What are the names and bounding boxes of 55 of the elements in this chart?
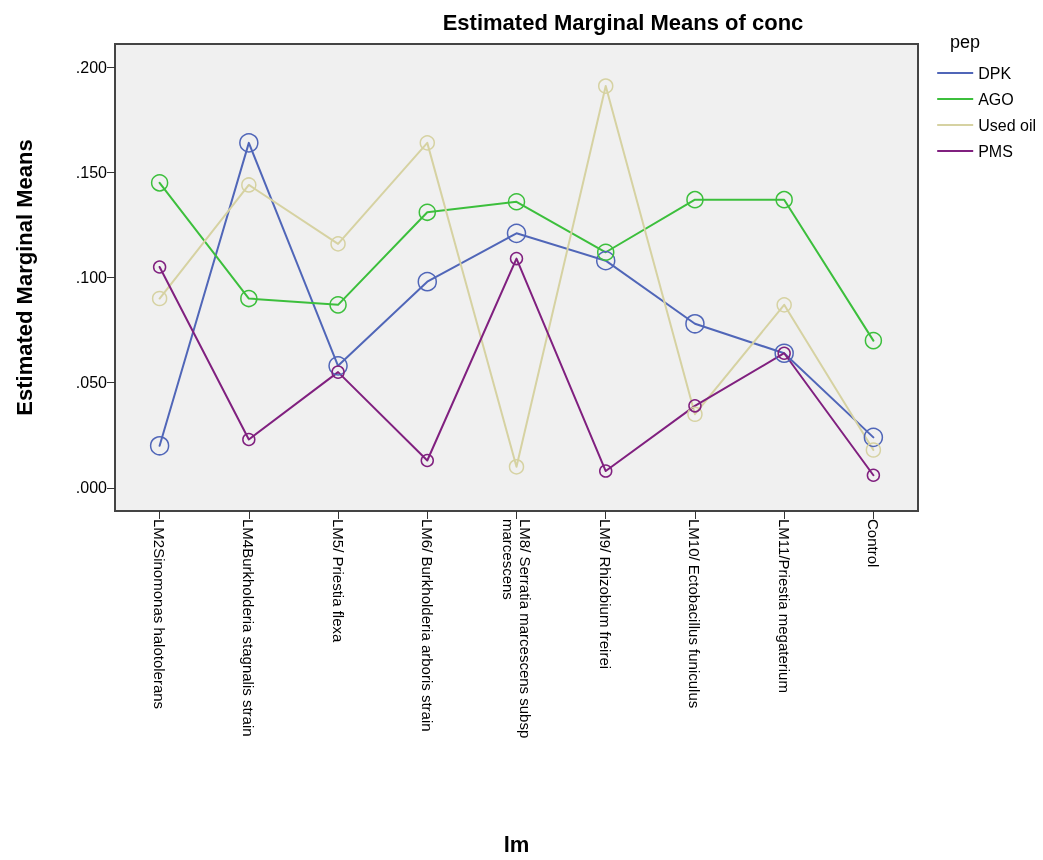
legend-label: Used oil: [978, 116, 1037, 134]
point: [241, 177, 257, 193]
point: [686, 190, 704, 209]
point: [417, 271, 438, 292]
point: [240, 289, 258, 308]
point: [597, 78, 614, 94]
x-tick-label: LM10/ Ectobacillus funiculus: [686, 519, 704, 709]
point: [328, 356, 348, 376]
x-tick-label: LM9/ Rhizobium freirei: [597, 519, 615, 670]
point: [685, 314, 705, 334]
x-tick-label: LM2Sinomonas halotolerans: [151, 519, 169, 710]
x-axis-title: lm: [503, 831, 530, 857]
point: [242, 432, 256, 447]
point: [866, 468, 881, 482]
x-tick-label: LM4Burkholderia stagnalis strain: [240, 519, 258, 737]
point: [420, 453, 435, 468]
point: [149, 436, 170, 456]
x-tick-label: Control: [864, 519, 882, 568]
x-tick-label: LM11/Priestia megaterium: [775, 519, 793, 693]
point: [506, 223, 527, 244]
legend-label: AGO: [978, 90, 1014, 108]
x-tick-label: LM5/ Priestia flexa: [329, 519, 347, 644]
point: [776, 297, 792, 313]
point: [330, 236, 346, 252]
y-tick-label: .100: [75, 269, 108, 286]
x-tick-label: LM6/ Burkholderia arboris strain: [418, 519, 436, 732]
point: [150, 174, 169, 192]
point: [508, 459, 525, 475]
point: [863, 427, 884, 448]
y-tick-label: .150: [75, 163, 108, 181]
point: [507, 193, 526, 211]
point: [151, 290, 168, 307]
point: [865, 442, 882, 458]
y-axis-title: Estimated Marginal Means: [11, 139, 37, 416]
point: [419, 135, 436, 151]
point: [595, 250, 616, 271]
point: [152, 260, 167, 274]
point: [239, 133, 259, 153]
point: [329, 296, 347, 314]
legend-title: pep: [950, 32, 981, 52]
point: [775, 190, 793, 209]
point: [418, 203, 437, 222]
point: [596, 243, 615, 261]
y-tick-label: .050: [75, 374, 108, 392]
y-tick-label: .200: [75, 58, 108, 76]
point: [598, 464, 613, 478]
chart-title: Estimated Marginal Means of conc: [442, 9, 804, 35]
y-tick-label: .000: [75, 479, 108, 497]
x-tick-label: LM8/ Serratia marcescens subsp marcescens: [499, 519, 534, 743]
point: [688, 399, 702, 413]
point: [864, 331, 883, 350]
legend-label: PMS: [978, 142, 1013, 160]
point: [687, 406, 703, 422]
legend-label: DPK: [978, 64, 1012, 82]
point: [509, 251, 524, 266]
